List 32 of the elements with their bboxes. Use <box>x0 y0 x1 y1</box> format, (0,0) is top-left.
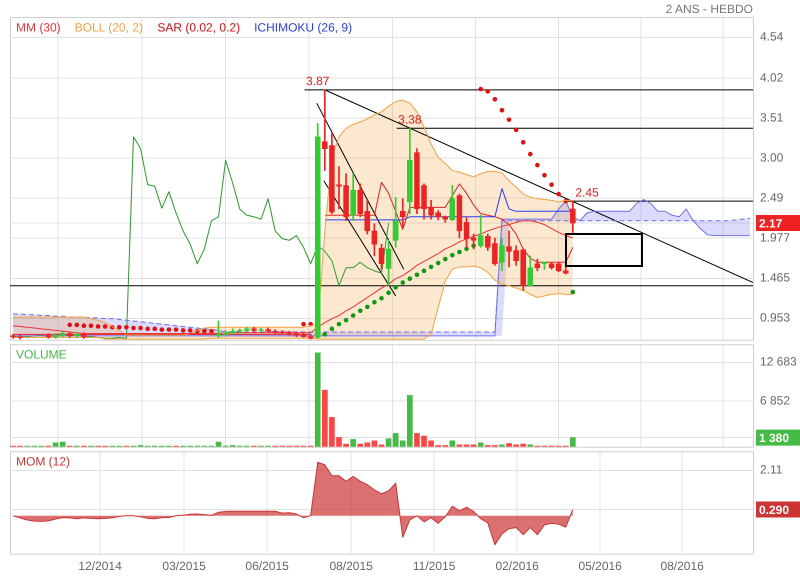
annotation: 2.45 <box>575 185 599 200</box>
y-tick-label: 1 380 <box>759 430 790 445</box>
y-tick-label: 3.51 <box>760 110 784 124</box>
y-tick-label: 4.02 <box>760 70 784 84</box>
x-tick-label: 08/2015 <box>329 559 374 574</box>
text: MOM (12) <box>16 454 70 469</box>
y-tick-label: 2.17 <box>759 216 783 230</box>
x-tick-label: 05/2016 <box>578 559 622 574</box>
y-tick-label: 2.11 <box>760 462 783 477</box>
y-tick-label: 6 852 <box>760 393 790 408</box>
text: MM (30) <box>16 20 61 34</box>
annotation: 3.87 <box>306 74 330 88</box>
x-tick-label: 06/2015 <box>245 559 290 574</box>
y-tick-label: 3.00 <box>760 150 784 164</box>
y-tick-label: 1.465 <box>760 270 790 285</box>
y-tick-label: 0.290 <box>759 502 790 517</box>
text: ICHIMOKU (26, 9) <box>254 20 352 34</box>
text: BOLL (20, 2) <box>74 20 143 34</box>
y-tick-label: 2.49 <box>760 190 784 204</box>
y-tick-label: 4.54 <box>760 30 784 44</box>
annotation: 3.38 <box>398 112 422 127</box>
text: SAR (0.02, 0.2) <box>157 20 240 34</box>
text: VOLUME <box>16 348 67 362</box>
x-tick-label: 12/2014 <box>78 559 122 574</box>
x-tick-label: 08/2016 <box>660 559 704 574</box>
x-tick-label: 03/2015 <box>162 559 206 574</box>
y-tick-label: 0.953 <box>760 310 790 325</box>
y-tick-label: 1.977 <box>760 230 790 244</box>
chart-subtitle: 2 ANS - HEBDO <box>666 2 753 16</box>
y-tick-label: 12 683 <box>760 354 798 369</box>
x-tick-label: 02/2016 <box>495 559 540 574</box>
x-tick-label: 11/2015 <box>412 559 456 574</box>
